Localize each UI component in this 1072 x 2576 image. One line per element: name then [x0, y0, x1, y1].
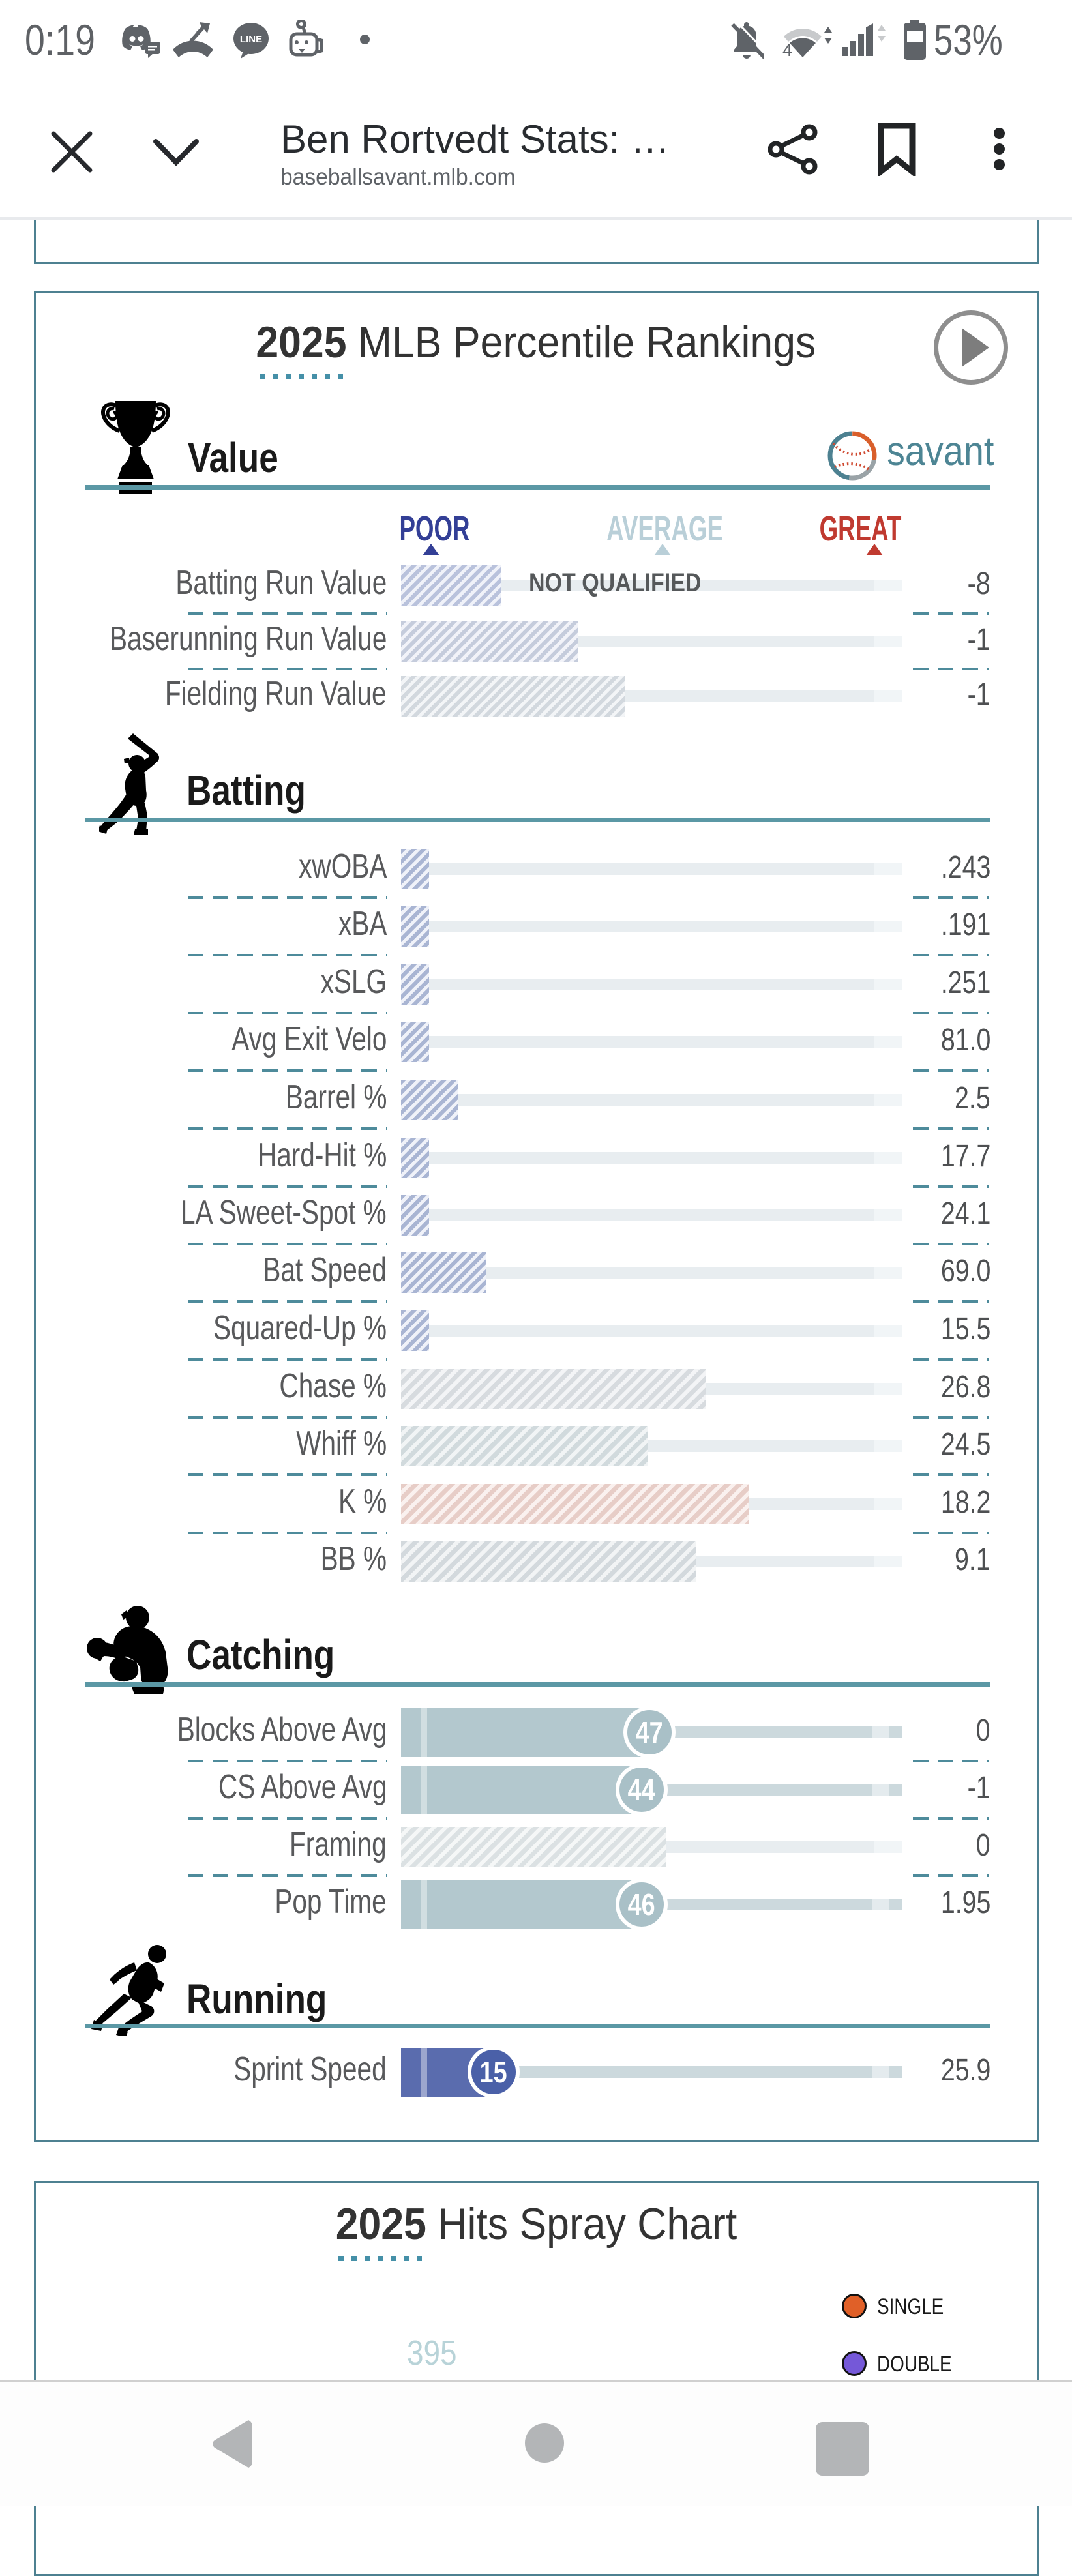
svg-text:4: 4 — [782, 40, 792, 59]
svg-text:LINE: LINE — [240, 34, 262, 45]
